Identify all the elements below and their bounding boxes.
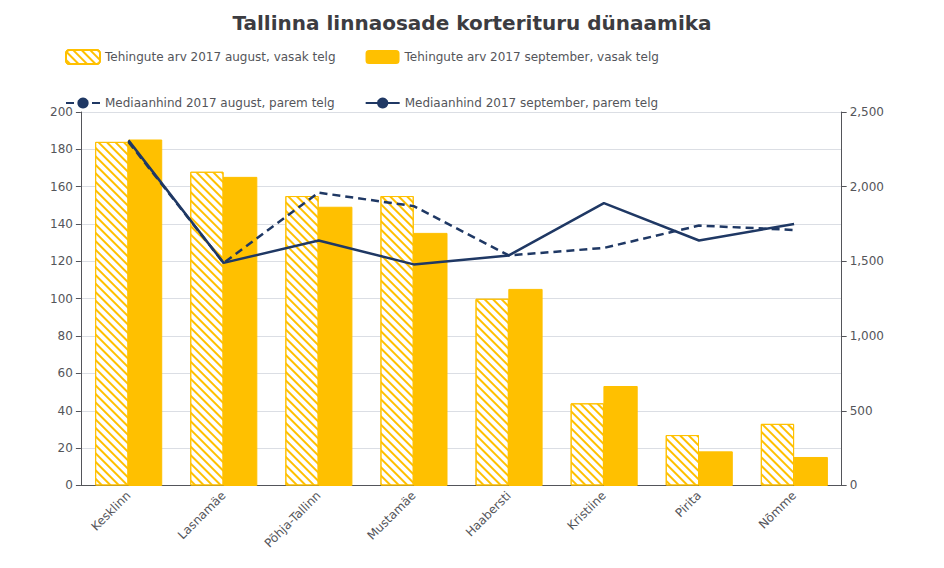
svg-text:20: 20 (58, 441, 73, 455)
svg-text:40: 40 (58, 404, 73, 418)
svg-text:Lasnamäe: Lasnamäe (175, 489, 228, 542)
svg-text:1,500: 1,500 (850, 254, 884, 268)
svg-text:120: 120 (50, 254, 73, 268)
svg-text:0: 0 (850, 478, 858, 492)
svg-text:500: 500 (850, 404, 873, 418)
svg-text:Mediaanhind 2017 august, parem: Mediaanhind 2017 august, parem telg (105, 96, 335, 110)
svg-text:180: 180 (50, 142, 73, 156)
svg-text:60: 60 (58, 366, 73, 380)
svg-text:Põhja-Tallinn: Põhja-Tallinn (262, 489, 324, 551)
svg-text:Nõmme: Nõmme (756, 489, 799, 532)
svg-text:Mustamäe: Mustamäe (364, 489, 418, 543)
svg-text:Mediaanhind 2017 september, pa: Mediaanhind 2017 september, parem telg (405, 96, 658, 110)
svg-text:2,500: 2,500 (850, 105, 884, 119)
svg-text:100: 100 (50, 292, 73, 306)
svg-text:Tallinna linnaosade korteritur: Tallinna linnaosade korterituru dünaamik… (232, 11, 711, 35)
svg-text:Tehingute arv 2017 september,: Tehingute arv 2017 september, vasak telg (404, 50, 659, 64)
svg-text:2,000: 2,000 (850, 180, 884, 194)
svg-text:160: 160 (50, 180, 73, 194)
svg-text:1,000: 1,000 (850, 329, 884, 343)
svg-text:Pirita: Pirita (672, 489, 704, 521)
svg-text:Haabersti: Haabersti (463, 489, 514, 540)
svg-text:Kristiine: Kristiine (565, 489, 609, 533)
svg-text:140: 140 (50, 217, 73, 231)
svg-text:Kesklinn: Kesklinn (88, 489, 133, 534)
svg-text:0: 0 (65, 478, 73, 492)
svg-text:Tehingute arv 2017 august, vas: Tehingute arv 2017 august, vasak telg (104, 50, 336, 64)
svg-text:80: 80 (58, 329, 73, 343)
svg-text:200: 200 (50, 105, 73, 119)
